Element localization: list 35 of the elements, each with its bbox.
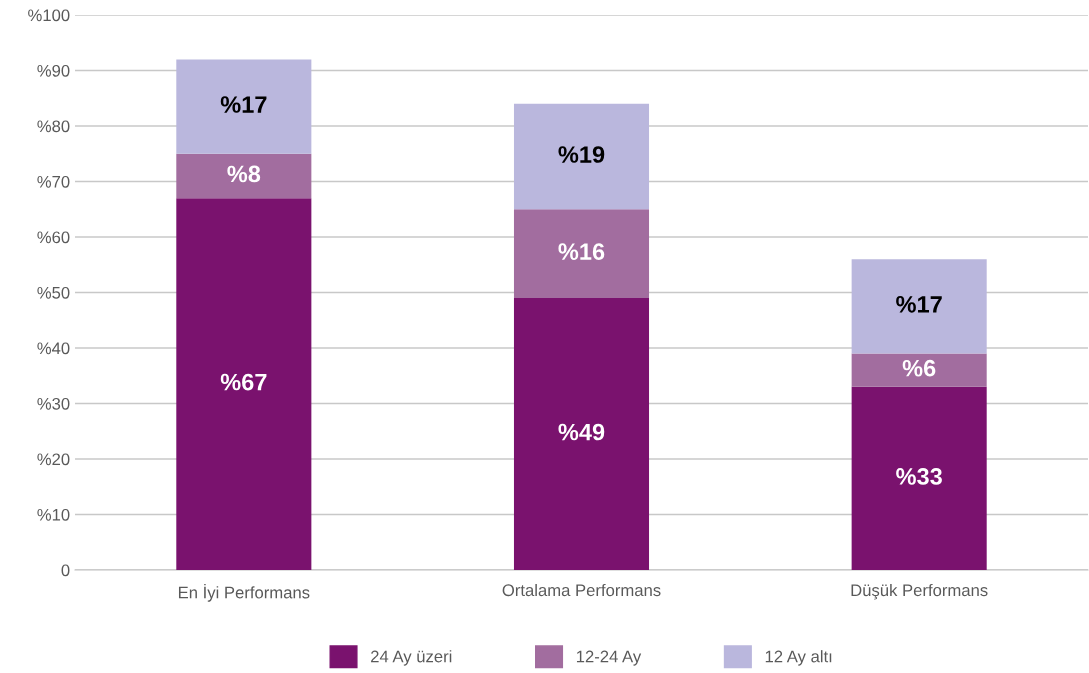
bar <box>513 298 650 570</box>
x-tick-label: Düşük Performans <box>851 583 988 600</box>
y-tick-label: %30 <box>37 397 70 410</box>
data-label: %8 <box>227 165 261 183</box>
bar <box>851 353 987 387</box>
x-tick-label: En İyi Performans <box>178 583 310 602</box>
y-tick-label: %100 <box>28 9 70 22</box>
legend-label: 12-24 Ay <box>576 650 642 666</box>
data-label: %19 <box>558 146 605 163</box>
data-label: %17 <box>220 96 267 113</box>
y-tick-label: %80 <box>37 120 70 133</box>
data-label: %17 <box>896 296 942 313</box>
bar <box>851 386 987 570</box>
data-label: %6 <box>902 359 936 377</box>
data-label: %49 <box>558 423 605 441</box>
bar <box>176 198 312 570</box>
bar <box>513 103 650 210</box>
data-label: %33 <box>896 468 942 485</box>
legend-label: 12 Ay altı <box>765 650 832 666</box>
data-label: %16 <box>558 243 605 260</box>
y-tick-label: %70 <box>37 175 70 188</box>
bar <box>176 59 312 154</box>
bar <box>176 153 312 199</box>
y-tick-label: %40 <box>37 342 70 355</box>
y-tick-label: %50 <box>37 286 70 299</box>
x-tick-label: Ortalama Performans <box>502 583 661 597</box>
data-label: %67 <box>220 373 267 391</box>
y-tick-label: %10 <box>37 508 70 521</box>
y-tick-label: %20 <box>37 453 70 466</box>
bar <box>513 209 650 299</box>
bar <box>851 259 987 354</box>
y-tick-label: %60 <box>37 231 70 244</box>
y-tick-label: 0 <box>61 564 70 577</box>
legend-label: 24 Ay üzeri <box>371 650 452 666</box>
y-tick-label: %90 <box>37 64 70 77</box>
